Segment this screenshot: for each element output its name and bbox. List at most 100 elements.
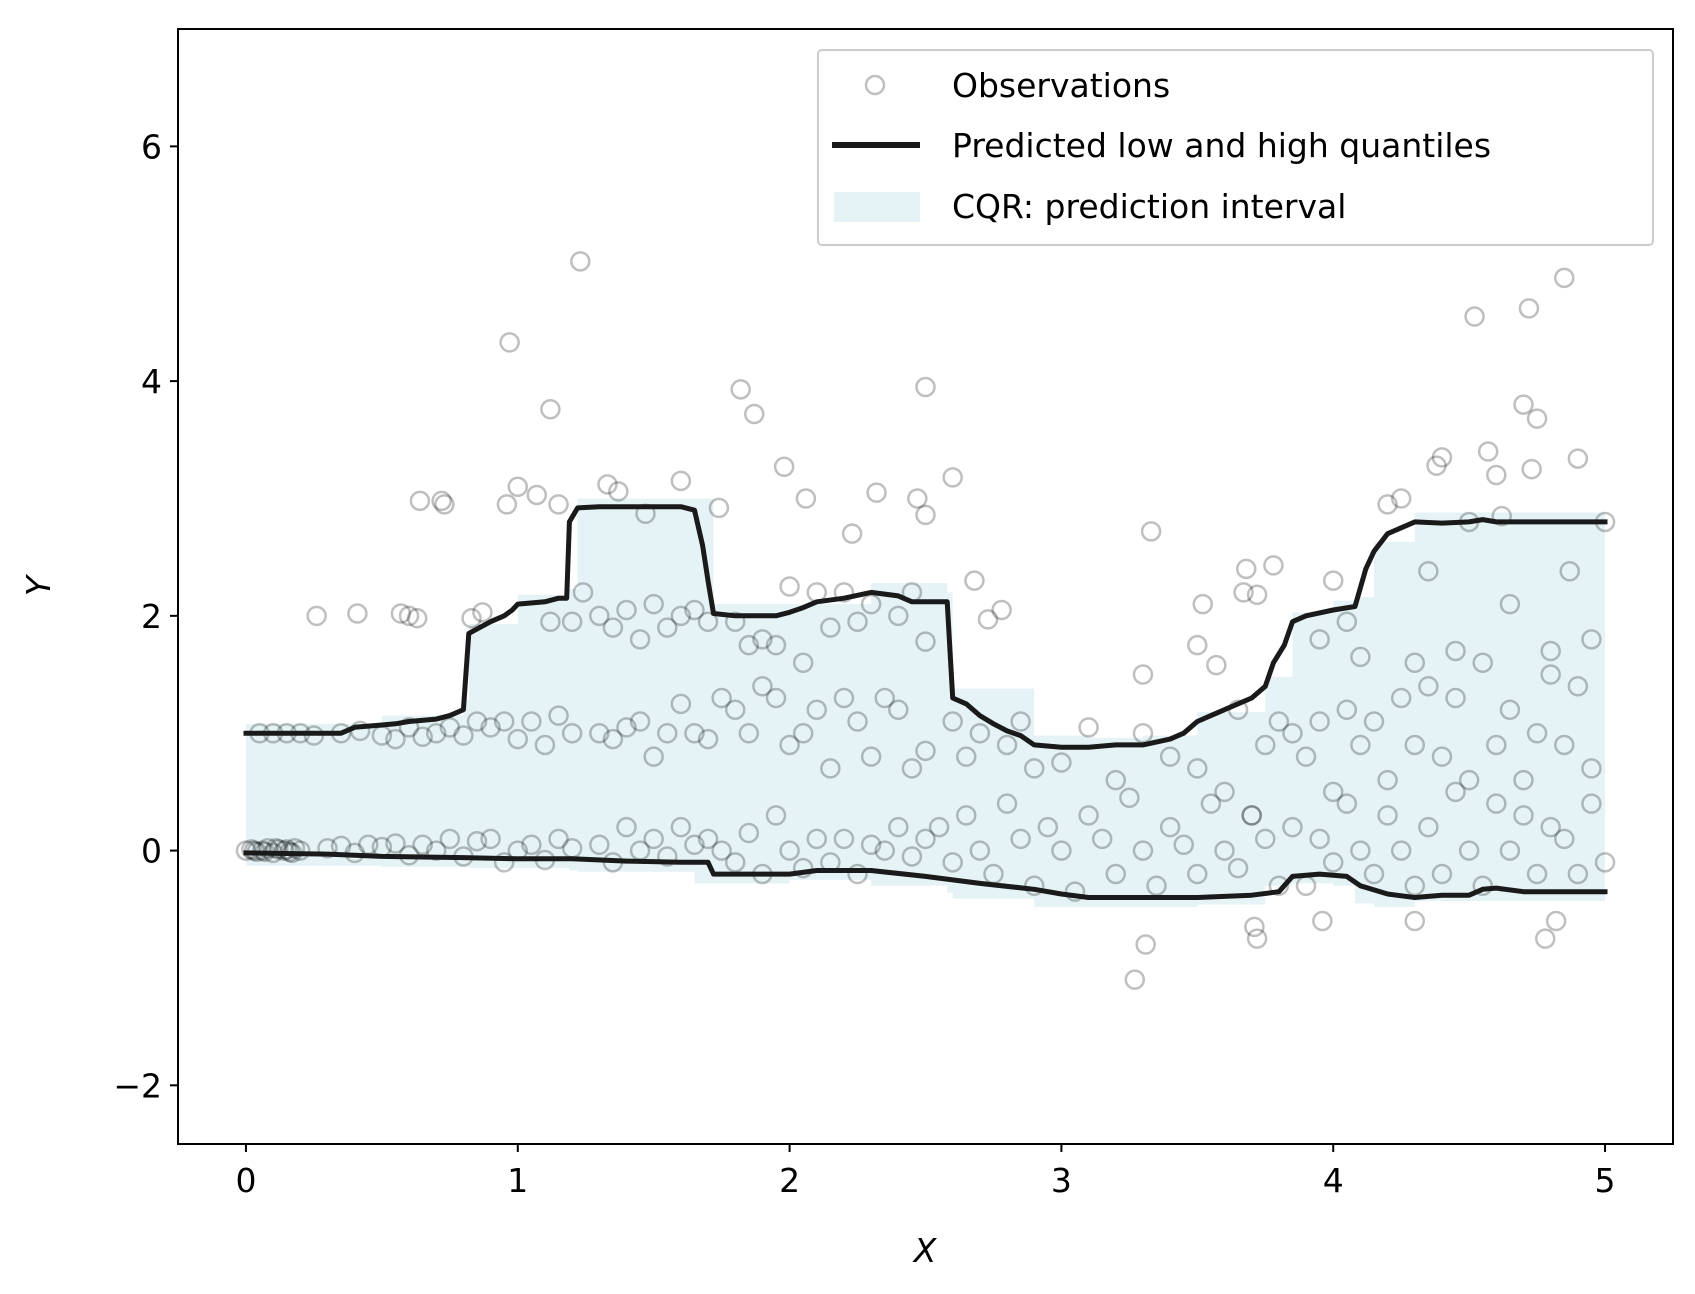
observation-point [1309,629,1330,650]
observation-point [496,494,518,515]
observation-point [1246,584,1268,605]
observation-point [1200,793,1222,814]
observation-point [907,488,928,509]
observation-point [602,617,624,638]
observation-point [1282,816,1303,838]
observation-point [548,494,569,515]
observation-point [1390,488,1412,509]
observation-point [888,816,909,838]
observation-point [942,852,963,873]
observation-point [1336,611,1358,632]
observation-point [738,822,760,844]
observation-point [730,379,751,400]
observation-point [1124,969,1146,990]
observation-point [472,602,493,623]
observation-point [1010,711,1031,732]
observation-point [684,722,705,744]
observation-point [991,599,1012,621]
observation-point [1051,752,1072,773]
observation-point [969,840,991,861]
observation-point [847,611,868,632]
observation-point [1227,857,1249,879]
observation-point [540,399,561,420]
observation-point [744,403,765,425]
observation-point [409,490,431,512]
observation-point [1581,793,1602,814]
y-tick-label: −2 [113,1066,162,1105]
observation-point [779,576,800,597]
observation-point [1119,787,1140,809]
observation-point [385,728,406,750]
observation-point [956,746,977,767]
observation-point [398,717,420,738]
observation-point [1464,306,1485,327]
observation-point [398,605,420,627]
observation-point [480,717,501,738]
observation-point [657,722,678,744]
observation-point [1263,555,1284,576]
observation-point [1513,769,1534,791]
x-tick-label: 2 [779,1161,800,1200]
observation-point [847,711,868,732]
observation-point [738,722,760,744]
observation-point [1135,934,1156,955]
observation-point [412,726,433,747]
observation-point [589,722,610,744]
legend-marker-observations [864,74,886,96]
observation-point [860,834,882,855]
observation-point [1159,746,1181,767]
x-axis-label: X [912,1231,938,1270]
observation-point [792,652,814,674]
observation-point [874,687,895,709]
observation-point [1214,840,1235,861]
observation-point [1526,408,1548,429]
quantile-lines-layer [243,504,1608,900]
observation-point [915,631,936,652]
observation-point [670,470,692,492]
observation-point [996,734,1018,756]
observation-point [1540,816,1561,838]
observation-point [1567,676,1589,697]
observation-point [273,840,295,861]
observation-point [964,570,985,591]
observation-point [792,722,814,744]
observation-point [1350,646,1371,668]
observation-point [1567,863,1589,885]
observation-point [1132,664,1154,685]
observation-point [1309,711,1330,732]
observation-point [1404,734,1426,756]
observation-point [1472,875,1493,897]
observation-point [765,687,787,709]
observation-point [874,840,895,861]
observation-point [1187,863,1208,885]
observation-point [643,593,664,615]
observation-point [1526,722,1548,744]
observation-point [792,857,814,879]
observation-point [1458,769,1480,791]
observation-point [711,840,732,861]
observation-point [1491,505,1513,527]
observation-point [390,603,412,624]
observation-point [795,488,817,509]
x-tick-label: 4 [1323,1161,1344,1200]
y-ticks: −2 0 2 4 6 [113,127,178,1105]
prediction-interval-band-0 [245,498,1606,907]
observation-point [385,833,406,854]
observation-point [956,805,977,826]
observation-point [1404,910,1426,932]
observation-point [765,634,787,656]
observation-point [1140,521,1162,542]
observation-point [1526,863,1548,885]
observation-point [431,490,452,512]
observation-point [1206,654,1227,676]
observation-point [1187,758,1208,779]
observation-point [1363,863,1385,885]
observation-point [866,482,887,503]
observation-point [570,251,591,272]
observation-point [526,484,548,506]
observation-point [1445,687,1466,709]
observation-point [1486,734,1507,756]
observation-point [643,828,664,850]
observation-point [1350,734,1371,756]
observation-point [1241,805,1262,826]
